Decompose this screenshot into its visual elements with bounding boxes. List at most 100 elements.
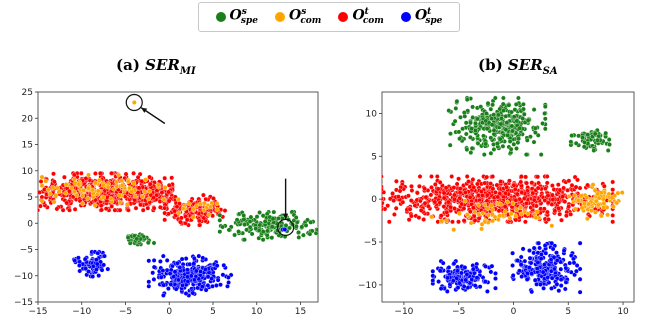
data-point: [415, 190, 420, 196]
x-tick-label: −15: [29, 307, 48, 317]
data-point: [508, 146, 514, 152]
data-point: [52, 179, 57, 185]
data-point: [539, 252, 544, 257]
data-point: [496, 208, 502, 214]
data-point: [64, 200, 70, 206]
data-point: [524, 277, 530, 282]
data-point: [210, 283, 215, 289]
data-point: [599, 213, 604, 219]
data-point: [178, 219, 183, 225]
data-point: [160, 253, 166, 259]
data-point: [577, 185, 583, 191]
data-point: [171, 274, 177, 280]
data-point: [518, 205, 523, 211]
y-tick-label: −5: [364, 238, 377, 248]
data-point: [146, 196, 151, 202]
data-point: [51, 171, 56, 177]
data-point: [468, 120, 473, 126]
y-tick-label: −10: [14, 272, 33, 282]
data-point: [550, 197, 556, 202]
x-tick-label: 0: [511, 307, 517, 317]
data-point: [575, 198, 581, 203]
data-point: [511, 141, 517, 147]
data-point: [109, 170, 114, 176]
data-point: [524, 200, 529, 206]
data-point: [456, 176, 461, 182]
data-point: [43, 178, 49, 184]
x-tick-label: −10: [72, 307, 91, 317]
data-point: [519, 274, 525, 279]
data-point: [169, 175, 175, 181]
data-point: [160, 268, 166, 273]
data-point: [473, 128, 478, 133]
data-point: [162, 185, 168, 190]
data-point: [465, 212, 470, 217]
data-point: [226, 227, 232, 233]
data-point: [521, 196, 527, 201]
data-point: [186, 201, 192, 207]
data-point: [498, 201, 504, 207]
data-point: [460, 126, 465, 132]
data-point: [97, 177, 102, 183]
data-point: [480, 210, 486, 216]
data-point: [71, 172, 77, 178]
data-point: [423, 194, 429, 200]
data-point: [569, 133, 575, 138]
data-point: [234, 217, 240, 223]
data-point: [112, 207, 118, 213]
data-point: [610, 219, 616, 225]
data-point: [457, 211, 462, 216]
data-point: [573, 140, 579, 146]
data-point: [409, 188, 415, 193]
data-point: [143, 177, 148, 183]
data-point: [529, 180, 535, 186]
data-point: [488, 150, 494, 156]
x-tick-label: 10: [251, 307, 263, 317]
points-layer: [382, 95, 625, 295]
data-point: [519, 190, 525, 195]
data-point: [126, 207, 131, 213]
data-point: [485, 206, 490, 211]
data-point: [105, 266, 111, 272]
legend-label-sup: t: [427, 6, 432, 17]
data-point: [451, 227, 457, 233]
data-point: [590, 182, 596, 188]
data-point: [124, 202, 130, 207]
data-point: [390, 191, 395, 196]
data-point: [498, 179, 504, 184]
data-point: [550, 183, 555, 188]
data-point: [69, 185, 75, 191]
data-point: [151, 258, 157, 263]
data-point: [571, 256, 576, 262]
data-point: [545, 209, 550, 215]
data-point: [507, 178, 512, 184]
data-point: [507, 139, 513, 144]
data-point: [459, 270, 464, 276]
data-point: [174, 204, 180, 210]
legend-label-sub: com: [300, 16, 322, 27]
data-point: [503, 113, 509, 119]
data-point: [161, 282, 167, 288]
data-point: [394, 178, 399, 184]
data-point: [406, 193, 411, 199]
data-point: [518, 254, 524, 260]
data-point: [132, 193, 138, 199]
data-point: [452, 206, 457, 211]
data-point: [555, 182, 561, 188]
data-point: [455, 268, 460, 274]
data-point: [520, 246, 526, 252]
panel-a-title-sub: MI: [179, 66, 196, 77]
data-point: [526, 265, 532, 270]
data-point: [454, 98, 460, 104]
data-point: [184, 217, 190, 223]
data-point: [214, 201, 220, 206]
data-point: [179, 256, 185, 262]
data-point: [296, 230, 301, 235]
annotation-circle: [277, 218, 295, 237]
data-point: [232, 232, 237, 238]
data-point: [135, 174, 141, 180]
data-point: [561, 185, 566, 191]
data-point: [505, 132, 511, 138]
data-point: [187, 261, 193, 267]
y-tick-label: −5: [20, 246, 33, 256]
